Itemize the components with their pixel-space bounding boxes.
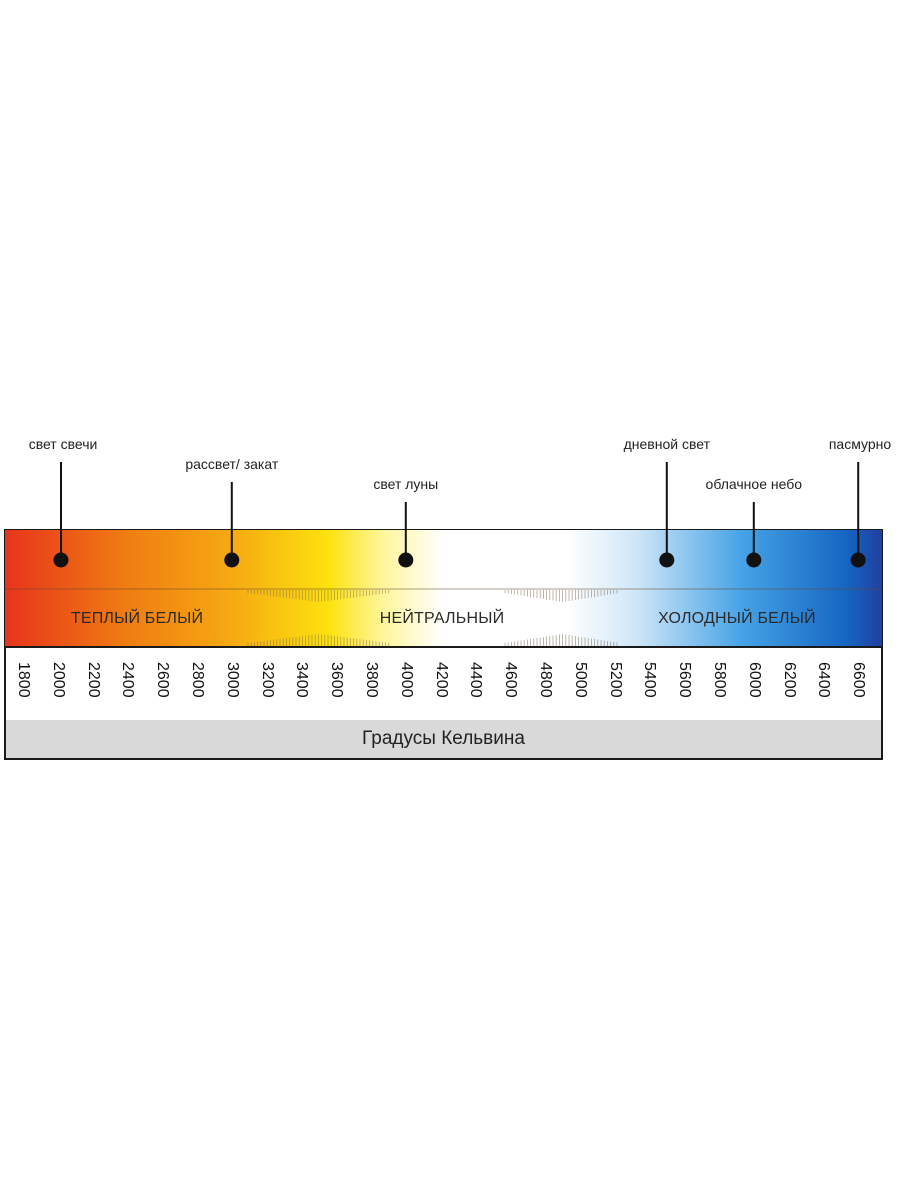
marker-label: дневной свет bbox=[623, 436, 710, 452]
marker-dot bbox=[224, 552, 240, 568]
scale-tick-label: 3800 bbox=[363, 662, 380, 698]
scale-tick-label: 5400 bbox=[641, 662, 659, 698]
scale-tick-label: 4400 bbox=[467, 662, 485, 698]
footer-band bbox=[6, 720, 881, 758]
scale-tick-label: 2400 bbox=[119, 662, 137, 698]
scale-tick-label: 5800 bbox=[711, 662, 728, 698]
scale-tick-label: 5600 bbox=[676, 662, 694, 698]
scale-tick-label: 2000 bbox=[49, 662, 67, 698]
scale-tick-label: 4200 bbox=[432, 662, 450, 698]
scale-tick-label: 5200 bbox=[606, 662, 624, 698]
zone-label: НЕЙТРАЛЬНЫЙ bbox=[379, 610, 505, 627]
marker-dot bbox=[53, 552, 69, 568]
scale-tick-label: 4800 bbox=[537, 662, 554, 698]
scale-tick-label: 6000 bbox=[745, 662, 763, 698]
scale-tick-label: 3000 bbox=[223, 662, 241, 698]
scale-tick-label: 4600 bbox=[502, 662, 520, 698]
scale-tick-label: 5000 bbox=[571, 662, 589, 698]
zone-label: ТЕПЛЫЙ БЕЛЫЙ bbox=[70, 610, 204, 627]
marker-dot bbox=[850, 552, 866, 568]
scale-tick-label: 2800 bbox=[189, 662, 206, 698]
scale-tick-label: 3600 bbox=[328, 662, 346, 698]
zone-label: ХОЛОДНЫЙ БЕЛЫЙ bbox=[658, 610, 816, 627]
scale-tick-label: 3400 bbox=[293, 662, 311, 698]
marker-dot bbox=[659, 552, 675, 568]
marker-label: рассвет/ закат bbox=[185, 456, 279, 472]
scale-tick-label: 2200 bbox=[84, 662, 102, 698]
scale-tick-label: 1800 bbox=[15, 662, 32, 698]
scale-tick-label: 6600 bbox=[850, 662, 868, 698]
marker-label: свет свечи bbox=[28, 436, 98, 452]
scale-tick-label: 3200 bbox=[258, 662, 276, 698]
marker-label: пасмурно bbox=[828, 436, 892, 452]
marker-label: свет луны bbox=[373, 476, 439, 492]
marker-dot bbox=[746, 552, 762, 568]
scale-tick-label: 2600 bbox=[154, 662, 172, 698]
scale-tick-label: 4000 bbox=[397, 662, 415, 698]
scale-tick-label: 6400 bbox=[815, 662, 833, 698]
marker-label: облачное небо bbox=[705, 476, 803, 492]
scale-tick-label: 6200 bbox=[780, 662, 798, 698]
marker-dot bbox=[398, 552, 414, 568]
scale-title: Градусы Кельвина bbox=[362, 728, 525, 749]
